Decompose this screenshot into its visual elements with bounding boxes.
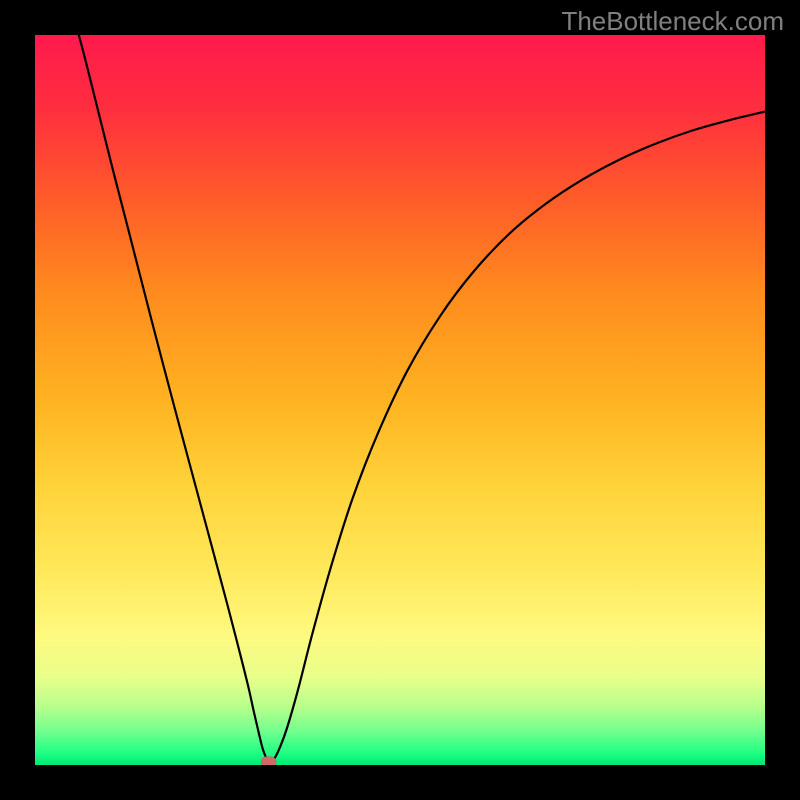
- optimum-marker: [261, 757, 276, 765]
- chart-svg: [35, 35, 765, 765]
- plot-area: [35, 35, 765, 765]
- watermark: TheBottleneck.com: [561, 6, 784, 37]
